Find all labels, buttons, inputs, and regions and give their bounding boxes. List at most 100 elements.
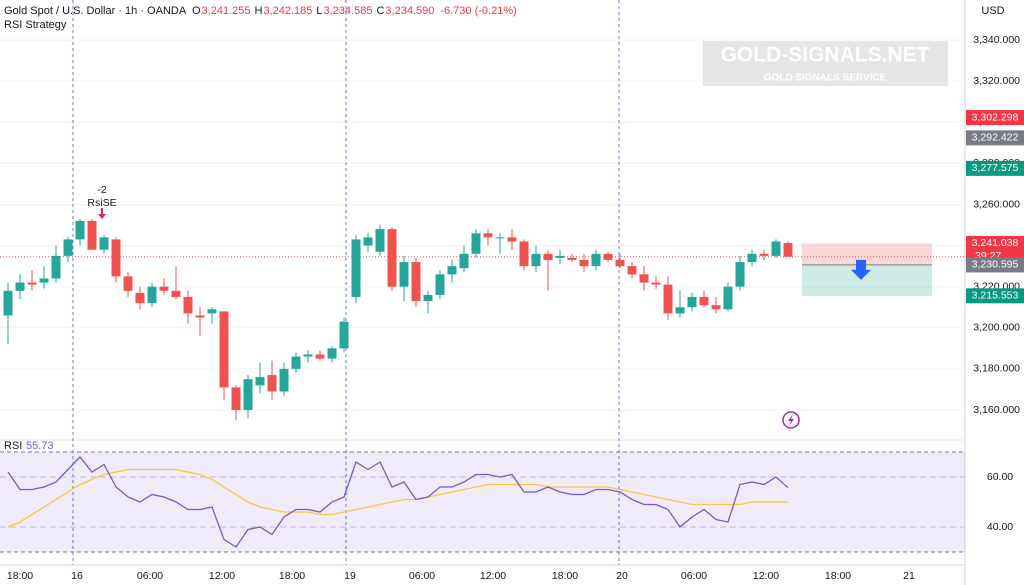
price-badge [966, 110, 1024, 126]
x-tick-label: 18:00 [825, 570, 851, 582]
price-badge [966, 288, 1024, 304]
candle-body [291, 356, 301, 369]
candle-body [711, 305, 721, 310]
price-badge [966, 130, 1024, 146]
x-tick-label: 20 [616, 570, 628, 582]
candle-body [411, 262, 421, 302]
x-tick-label: 06:00 [681, 570, 707, 582]
candle-body [267, 375, 277, 392]
price-badge [966, 257, 1024, 273]
candle-body [579, 259, 589, 267]
y-tick-label: 3,320.000 [973, 75, 1020, 87]
ohlc-prefix: L [316, 5, 322, 17]
signal-arrow [98, 208, 106, 219]
candle-body [555, 255, 565, 258]
x-tick-label: 06:00 [137, 570, 163, 582]
candle-body [675, 307, 685, 314]
watermark-title: GOLD-SIGNALS.NET [721, 44, 930, 67]
alert-icon[interactable] [782, 411, 800, 429]
y-tick-label: 3,180.000 [973, 363, 1020, 375]
price-badge-label: 3,292.422 [972, 132, 1019, 144]
candle-body [723, 286, 733, 310]
candle-body [207, 309, 217, 314]
x-tick-label: 18:00 [279, 570, 305, 582]
price-badge-label: 3,230.595 [972, 259, 1019, 271]
candle-body [459, 253, 469, 269]
candle-body [495, 237, 505, 239]
candle-body [243, 379, 253, 410]
ohlc-value: 3,234.585 [324, 5, 373, 17]
candle-body [15, 282, 25, 291]
candle-body [231, 387, 241, 410]
candle-body [387, 229, 397, 287]
price-badge [966, 160, 1024, 176]
rsi-tick-label: 60.00 [987, 471, 1013, 483]
rsi-tick-label: 40.00 [987, 521, 1013, 533]
candle-body [423, 294, 433, 302]
change: -6.730 (-0.21%) [440, 5, 516, 17]
price-badge-label: 3,215.553 [972, 290, 1019, 302]
candle-body [531, 253, 541, 267]
candle-body [111, 239, 121, 277]
candle-body [447, 266, 457, 275]
candle-body [147, 286, 157, 304]
price-badge-label: 3,277.575 [972, 162, 1019, 174]
currency: USD [981, 5, 1004, 17]
y-tick-label: 3,160.000 [973, 404, 1020, 416]
rsi-ma-line [7, 468, 788, 528]
candle-body [543, 253, 553, 260]
plot [0, 208, 965, 553]
rsi-band [0, 452, 965, 552]
x-tick-label: 12:00 [753, 570, 779, 582]
candle-body [339, 321, 349, 349]
ohlc-prefix: C [376, 5, 384, 17]
candle-body [687, 296, 697, 308]
x-tick-label: 12:00 [209, 570, 235, 582]
x-tick-label: 16 [71, 570, 83, 582]
watermark-box [703, 41, 948, 86]
signal-qty: -2 [97, 184, 106, 196]
y-tick-label: 3,200.000 [973, 322, 1020, 334]
candle-body [39, 278, 49, 283]
candle-body [435, 274, 445, 295]
x-tick-label: 21 [903, 570, 915, 582]
y-tick-label: 3,340.000 [973, 34, 1020, 46]
candle-body [3, 290, 13, 316]
candle-body [651, 282, 661, 285]
watermark-subtitle: GOLD SIGNALS SERVICE [764, 73, 887, 84]
ohlc-prefix: H [255, 5, 263, 17]
signal-text: RsiSE [87, 197, 116, 209]
ohlc-value: 3,241.255 [202, 5, 251, 17]
x-tick-label: 12:00 [480, 570, 506, 582]
ohlc-prefix: O [192, 5, 201, 17]
candle-body [171, 290, 181, 297]
y-tick-label: 3,260.000 [973, 198, 1020, 210]
candle-body [279, 368, 289, 392]
candle-body [375, 229, 385, 252]
candle-body [87, 220, 97, 250]
candle-body [183, 296, 193, 314]
x-tick-label: 18:00 [552, 570, 578, 582]
candle-body [75, 220, 85, 240]
candle-body [303, 354, 313, 357]
candle-body [483, 233, 493, 238]
candle-body [27, 282, 37, 285]
target-zone [802, 264, 932, 296]
ohlc-value: 3,242.185 [263, 5, 312, 17]
ohlc-value: 3,234.590 [385, 5, 434, 17]
candle-body [663, 284, 673, 314]
candle-body [759, 253, 769, 256]
candle-body [135, 292, 145, 304]
candle-body [327, 348, 337, 359]
rsi-value: 55.73 [26, 440, 54, 452]
candle-body [159, 286, 169, 291]
candle-body [195, 315, 205, 318]
candle-body [255, 377, 265, 386]
x-tick-label: 19 [344, 570, 356, 582]
rsi-name: RSI [4, 440, 22, 452]
candle-body [219, 311, 229, 388]
x-tick-label: 18:00 [7, 570, 33, 582]
candle-body [51, 255, 61, 279]
